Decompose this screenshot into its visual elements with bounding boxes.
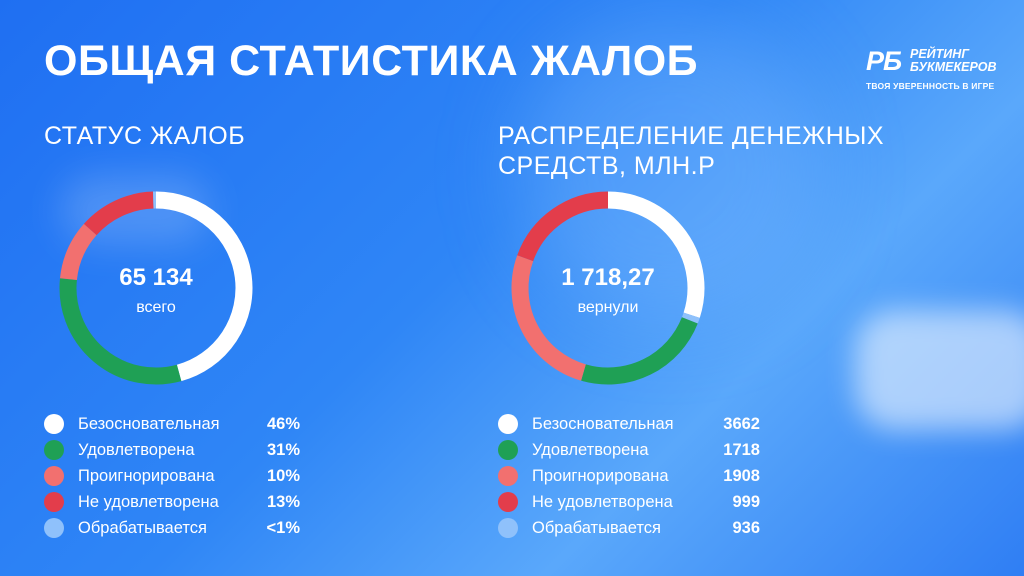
legend-item: Обрабатывается 936 (498, 516, 760, 542)
legend-item: Удовлетворена 1718 (498, 438, 760, 464)
legend-swatch (44, 492, 64, 512)
legend-item: Проигнорирована 1908 (498, 464, 760, 490)
logo-tagline: ТВОЯ УВЕРЕННОСТЬ В ИГРЕ (866, 81, 995, 91)
legend-label: Удовлетворена (78, 441, 195, 459)
center-total-value: 1 718,27 (561, 264, 655, 291)
legend-value: 1718 (723, 441, 760, 459)
center-total-caption: всего (136, 299, 176, 316)
donut-slice-3 (511, 255, 587, 381)
page-title: ОБЩАЯ СТАТИСТИКА ЖАЛОБ (44, 37, 699, 85)
donut-slice-1 (607, 191, 705, 318)
legend-swatch (498, 518, 518, 538)
legend-value: 46% (266, 415, 300, 433)
background-glow (855, 310, 1024, 430)
donut-chart-status: 65 134 всего (56, 188, 256, 388)
logo-mark: РБ (866, 46, 902, 76)
donut-svg (511, 191, 705, 385)
donut-slice-2 (581, 317, 698, 385)
center-total-value: 65 134 (119, 264, 193, 291)
donut-chart-money: 1 718,27 вернули (508, 188, 708, 388)
legend-swatch (498, 414, 518, 434)
legend-label: Проигнорирована (78, 467, 215, 485)
legend-value: 999 (732, 493, 760, 511)
legend-label: Обрабатывается (532, 519, 661, 537)
legend-item: Обрабатывается <1% (44, 516, 300, 542)
legend-label: Безосновательная (532, 415, 674, 433)
legend-item: Удовлетворена 31% (44, 438, 300, 464)
legend-swatch (498, 492, 518, 512)
chart-title-status: СТАТУС ЖАЛОБ (44, 122, 246, 150)
legend-item: Безосновательная 3662 (498, 412, 760, 438)
legend-value: 13% (266, 493, 300, 511)
legend-value: 3662 (723, 415, 760, 433)
legend-item: Проигнорирована 10% (44, 464, 300, 490)
donut-slice-2 (59, 278, 182, 385)
legend-swatch (498, 440, 518, 460)
legend-label: Удовлетворена (532, 441, 649, 459)
donut-slice-4 (83, 191, 154, 236)
legend-label: Не удовлетворена (532, 493, 673, 511)
legend-status: Безосновательная 46% Удовлетворена 31% П… (44, 412, 300, 542)
legend-value: <1% (266, 519, 300, 537)
legend-value: 936 (732, 519, 760, 537)
legend-label: Не удовлетворена (78, 493, 219, 511)
legend-item: Безосновательная 46% (44, 412, 300, 438)
donut-slice-3 (59, 223, 97, 281)
logo-line-2: БУКМЕКЕРОВ (910, 59, 997, 74)
legend-value: 31% (266, 441, 300, 459)
legend-swatch (44, 414, 64, 434)
legend-value: 10% (266, 467, 300, 485)
legend-item: Не удовлетворена 13% (44, 490, 300, 516)
legend-swatch (498, 466, 518, 486)
legend-label: Проигнорирована (532, 467, 669, 485)
donut-slice-1 (155, 191, 253, 382)
donut-svg (59, 191, 253, 385)
chart-title-money: РАСПРЕДЕЛЕНИЕ ДЕНЕЖНЫХ СРЕДСТВ, МЛН.Р (498, 122, 885, 180)
legend-swatch (44, 440, 64, 460)
legend-value: 1908 (723, 467, 760, 485)
legend-swatch (44, 466, 64, 486)
legend-label: Безосновательная (78, 415, 220, 433)
legend-item: Не удовлетворена 999 (498, 490, 760, 516)
donut-slice-4 (517, 191, 609, 262)
center-total-caption: вернули (577, 299, 639, 316)
logo-name: РЕЙТИНГ БУКМЕКЕРОВ (910, 48, 997, 73)
donut-slice-5 (681, 312, 700, 324)
legend-swatch (44, 518, 64, 538)
legend-label: Обрабатывается (78, 519, 207, 537)
legend-money: Безосновательная 3662 Удовлетворена 1718… (498, 412, 760, 542)
logo-line-1: РЕЙТИНГ (910, 47, 969, 61)
